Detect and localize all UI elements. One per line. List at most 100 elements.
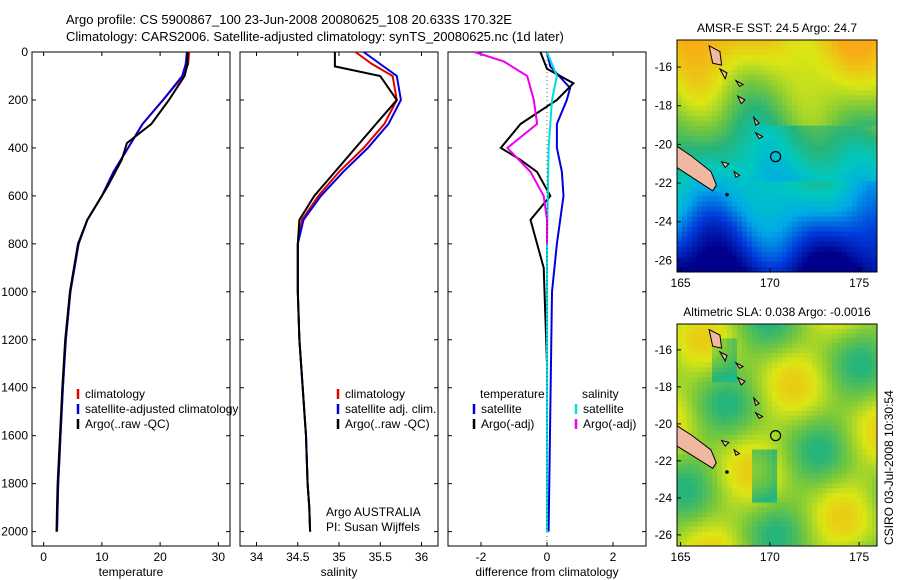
- sla_map-heatmap-cell: [867, 367, 873, 373]
- sst_map-heatmap-cell: [832, 150, 838, 157]
- sla_map-heatmap-cell: [677, 507, 683, 513]
- temperature-ytick-label: 200: [8, 93, 28, 107]
- sla_map-heatmap-cell: [862, 473, 868, 480]
- sla_map-heatmap-cell: [787, 531, 793, 537]
- sst_map-heatmap-cell: [807, 241, 813, 248]
- sst_map-heatmap-cell: [832, 211, 838, 218]
- sla_map-heatmap-cell: [787, 454, 793, 460]
- sst_map-heatmap-cell: [832, 176, 838, 182]
- sla_map-heatmap-cell: [712, 502, 718, 508]
- sla_map-heatmap-cell: [817, 492, 823, 499]
- sst_map-heatmap-cell: [682, 241, 688, 248]
- sst_map-heatmap-cell: [862, 130, 868, 137]
- sst_map-heatmap-cell: [802, 110, 808, 117]
- sst_map-heatmap-cell: [867, 140, 873, 147]
- sla_map-heatmap-cell: [802, 454, 808, 460]
- difference-legend-salinity-header: salinity: [582, 387, 619, 401]
- sla_map-heatmap-cell: [737, 439, 743, 446]
- sst_map-heatmap-cell: [742, 221, 748, 228]
- sla_map-heatmap-cell: [717, 531, 723, 537]
- sla_map-heatmap-cell: [857, 463, 863, 470]
- sst_map-heatmap-cell: [752, 191, 758, 197]
- sst_map-heatmap-cell: [807, 206, 813, 213]
- sst_map-heatmap-cell: [717, 261, 723, 268]
- sst_map-heatmap-cell: [817, 216, 823, 223]
- salinity-legend-label: Argo(..raw -QC): [345, 417, 430, 431]
- sla_map-heatmap-cell: [852, 367, 858, 373]
- sst_map-heatmap-cell: [812, 65, 818, 71]
- sla_map-heatmap-cell: [737, 386, 743, 393]
- sla_map-heatmap-cell: [717, 459, 723, 465]
- sla_map-heatmap-cell: [852, 468, 858, 475]
- sla_map-heatmap-cell: [697, 502, 703, 508]
- sst_map-heatmap-cell: [747, 236, 753, 243]
- sla_map-heatmap-cell: [692, 406, 698, 412]
- sla_map-heatmap-cell: [832, 459, 838, 465]
- sst_map-heatmap-cell: [832, 55, 838, 61]
- sla_map-heatmap-cell: [727, 338, 733, 344]
- sla_map-heatmap-cell: [802, 362, 808, 369]
- sst_map-heatmap-cell: [852, 176, 858, 182]
- sla_map-heatmap-cell: [677, 488, 683, 494]
- sla_map-heatmap-cell: [722, 367, 728, 373]
- sla_map-heatmap-cell: [797, 454, 803, 460]
- sla_map-heatmap-cell: [737, 507, 743, 513]
- sla_map-heatmap-cell: [837, 502, 843, 508]
- sst_map-heatmap-cell: [872, 95, 877, 102]
- sla_map-heatmap-cell: [707, 468, 713, 475]
- sla_map-heatmap-cell: [822, 444, 828, 451]
- sla_map-heatmap-cell: [712, 512, 718, 518]
- sla_map-heatmap-cell: [852, 502, 858, 508]
- sla_map-heatmap-cell: [842, 377, 848, 383]
- sla_map-heatmap-cell: [777, 367, 783, 373]
- sla_map-heatmap-cell: [797, 512, 803, 518]
- sla_map-heatmap-cell: [702, 425, 708, 431]
- sst_map-heatmap-cell: [827, 115, 833, 122]
- sla_map-heatmap-cell: [782, 526, 788, 533]
- sla_map-heatmap-cell: [752, 357, 758, 364]
- sla_map-heatmap-cell: [817, 502, 823, 508]
- sla_map-heatmap-cell: [812, 391, 818, 397]
- sst_map-heatmap-cell: [722, 236, 728, 243]
- sla_map-heatmap-cell: [752, 483, 758, 489]
- sst_map-heatmap-cell: [732, 150, 738, 157]
- sst_map-heatmap-cell: [782, 266, 788, 272]
- sla_map-heatmap-cell: [872, 435, 877, 441]
- sst_map-heatmap-cell: [842, 176, 848, 182]
- sst_map-heatmap-cell: [847, 196, 853, 202]
- sla_map-heatmap-cell: [767, 391, 773, 397]
- sst_map-heatmap-cell: [707, 161, 713, 167]
- sst_map-heatmap-cell: [787, 221, 793, 228]
- sla_map-heatmap-cell: [817, 507, 823, 513]
- sla_map-heatmap-cell: [797, 333, 803, 340]
- sla_map-heatmap-cell: [737, 492, 743, 499]
- sst_map-heatmap-cell: [862, 201, 868, 208]
- sla_map-heatmap-cell: [677, 338, 683, 344]
- sla_map-heatmap-cell: [777, 381, 783, 388]
- sla_map-heatmap-cell: [722, 521, 728, 528]
- sst_map-heatmap-cell: [727, 211, 733, 218]
- sla_map-heatmap-cell: [867, 497, 873, 504]
- sla_map-heatmap-cell: [852, 526, 858, 533]
- sst_map-heatmap-cell: [807, 161, 813, 167]
- sst_map-heatmap-cell: [702, 115, 708, 122]
- sst_map-heatmap-cell: [707, 40, 713, 46]
- sla_map-heatmap-cell: [732, 367, 738, 373]
- sla_map-heatmap-cell: [837, 531, 843, 537]
- sst_map-heatmap-cell: [817, 266, 823, 272]
- sst_map-heatmap-cell: [852, 55, 858, 61]
- sla_map-heatmap-cell: [777, 488, 783, 494]
- sst_map-heatmap-cell: [692, 186, 698, 192]
- sla_map-heatmap-cell: [797, 435, 803, 441]
- sst_map-heatmap-cell: [817, 70, 823, 76]
- sst_map-heatmap-cell: [682, 256, 688, 263]
- sst_map-heatmap-cell: [862, 115, 868, 122]
- sla_map-heatmap-cell: [807, 338, 813, 344]
- sla_map-heatmap-cell: [832, 430, 838, 436]
- sla_map-heatmap-cell: [867, 328, 873, 335]
- sla_map-heatmap-cell: [712, 386, 718, 393]
- sla_map-heatmap-cell: [727, 463, 733, 470]
- sst_map-heatmap-cell: [842, 211, 848, 218]
- sla_map-heatmap-cell: [782, 483, 788, 489]
- sst_map-heatmap-cell: [832, 251, 838, 258]
